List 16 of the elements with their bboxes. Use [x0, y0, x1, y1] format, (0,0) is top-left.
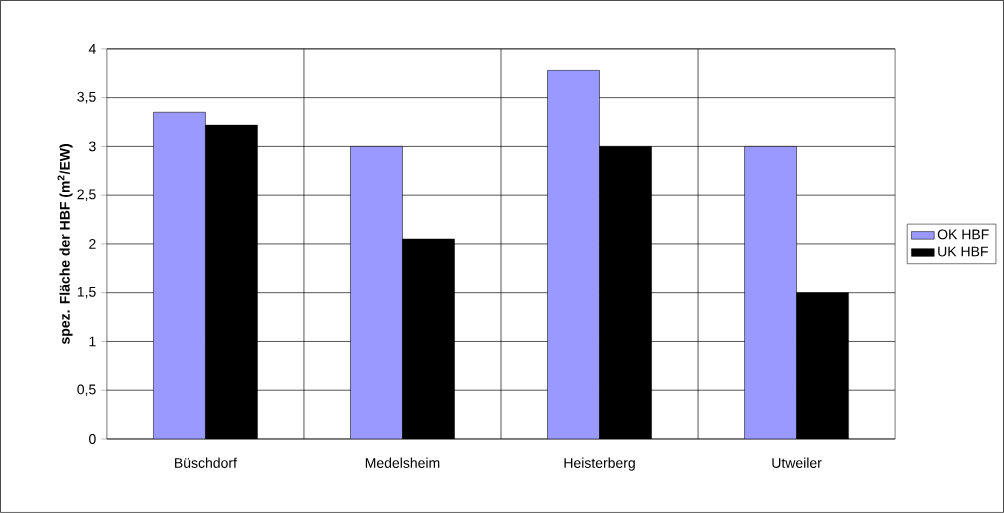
y-tick-label: 3 [89, 141, 96, 152]
y-tick-label: 2,5 [77, 189, 96, 202]
x-tick-label: Utweiler [772, 457, 822, 468]
x-tick-label: Büschdorf [175, 457, 237, 468]
legend-label: OK HBF [937, 229, 989, 240]
y-tick-label: 0 [89, 434, 96, 444]
y-tick-label: 2 [89, 239, 96, 249]
y-tick-label: 1 [89, 336, 96, 347]
y-tick-label: 0,5 [77, 384, 96, 397]
legend-label: UK HBF [938, 246, 988, 257]
y-tick-label: 4 [88, 44, 96, 54]
x-tick-label: Medelsheim [365, 457, 440, 468]
y-tick-label: 1,5 [77, 287, 96, 299]
x-tick-label: Heisterberg [564, 457, 635, 471]
y-tick-label: 3,5 [77, 91, 96, 104]
y-axis-title: spez. Fläche der HBF (m$^{2}$/EW) [57, 144, 73, 345]
